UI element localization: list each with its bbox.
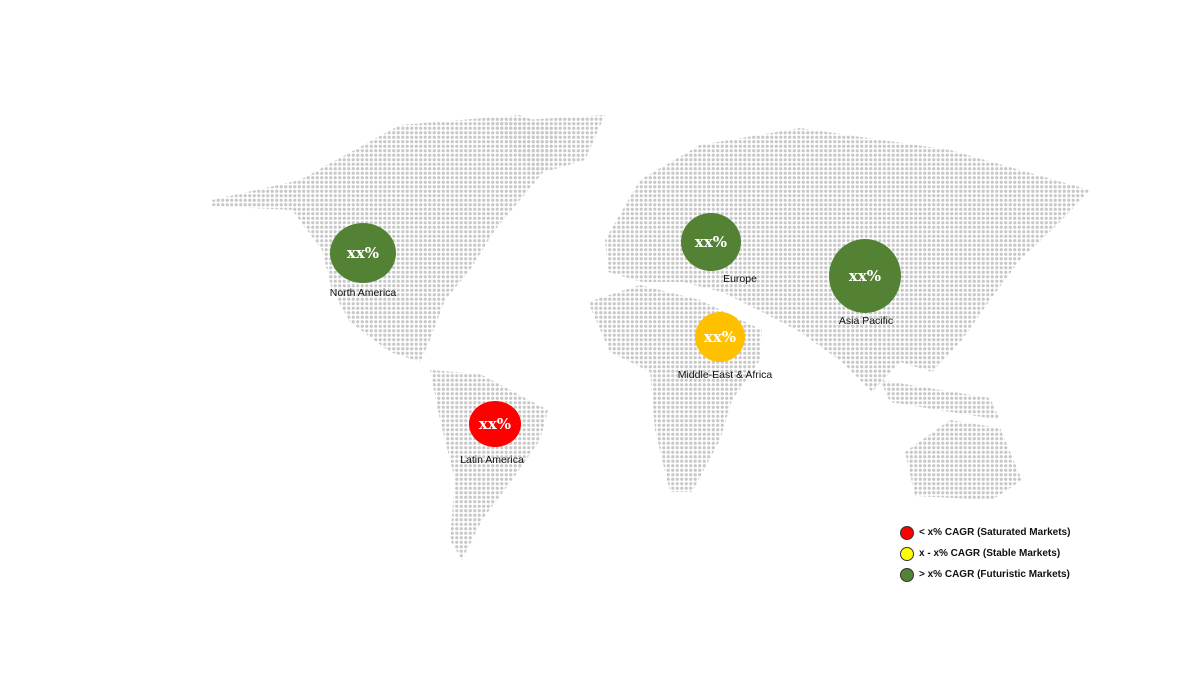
bubble-value: xx% xyxy=(347,244,379,262)
bubble-value: xx% xyxy=(695,233,727,251)
legend-item-stable: x - x% CAGR (Stable Markets) xyxy=(900,543,1070,564)
bubble-middle-east-africa xyxy=(695,312,745,362)
region-label-europe: Europe xyxy=(723,273,757,285)
legend-swatch xyxy=(900,546,914,561)
legend-label: x - x% CAGR (Stable Markets) xyxy=(919,548,1061,559)
bubble-value: xx% xyxy=(704,328,736,346)
legend: < x% CAGR (Saturated Markets) x - x% CAG… xyxy=(900,522,1070,585)
continent-greenland xyxy=(490,115,605,175)
continent-indonesia xyxy=(880,380,1000,420)
legend-item-futuristic: > x% CAGR (Futuristic Markets) xyxy=(900,564,1070,585)
region-label-middle-east-africa: Middle-East & Africa xyxy=(677,369,773,381)
bubble-value: xx% xyxy=(479,415,511,433)
legend-label: > x% CAGR (Futuristic Markets) xyxy=(919,569,1070,580)
legend-item-saturated: < x% CAGR (Saturated Markets) xyxy=(900,522,1070,543)
legend-swatch xyxy=(900,525,914,540)
continent-australia xyxy=(905,420,1022,500)
bubble-value: xx% xyxy=(849,267,881,285)
region-label-north-america: North America xyxy=(329,287,397,299)
bubble-asia-pacific xyxy=(829,239,901,313)
continent-africa xyxy=(588,285,762,492)
legend-swatch xyxy=(900,567,914,582)
bubble-latin-america xyxy=(469,401,521,447)
region-label-latin-america: Latin America xyxy=(460,454,524,466)
region-label-asia-pacific: Asia Pacific xyxy=(838,315,894,327)
bubble-europe xyxy=(681,213,741,271)
bubble-north-america xyxy=(330,223,396,283)
legend-label: < x% CAGR (Saturated Markets) xyxy=(919,527,1071,538)
